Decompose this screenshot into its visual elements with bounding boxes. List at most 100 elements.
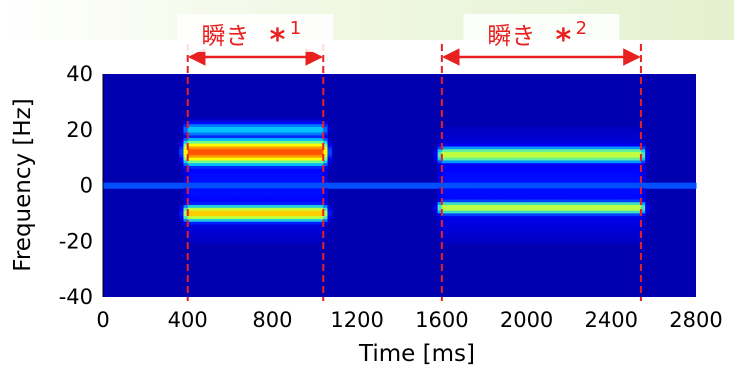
heatmap-cell (183, 152, 189, 156)
heatmap-cell (602, 221, 608, 226)
heatmap-cell (585, 241, 591, 245)
heatmap-cell (479, 135, 485, 139)
heatmap-cell (602, 230, 608, 234)
heatmap-cell (323, 165, 328, 170)
heatmap-cell (471, 143, 477, 147)
heatmap-cell (551, 210, 557, 214)
heatmap-cell (513, 221, 519, 226)
heatmap-cell (302, 121, 307, 125)
heatmap-cell (607, 230, 612, 234)
heatmap-cell (615, 165, 621, 170)
heatmap-cell (632, 241, 638, 245)
heatmap-cell (471, 218, 477, 223)
heatmap-cell (242, 202, 248, 206)
heatmap-cell (310, 179, 316, 184)
heatmap-cell (581, 163, 587, 167)
heatmap-cell (594, 202, 600, 206)
heatmap-cell (242, 126, 248, 131)
heatmap-cell (547, 221, 553, 226)
heatmap-cell (297, 199, 303, 203)
heatmap-cell (556, 193, 561, 198)
heatmap-cell (314, 179, 320, 184)
heatmap-cell (526, 138, 532, 142)
heatmap-cell (509, 132, 515, 136)
heatmap-cell (513, 157, 519, 161)
heatmap-cell (590, 193, 595, 198)
heatmap-cell (272, 163, 278, 167)
heatmap-cell (450, 140, 456, 145)
heatmap-cell (217, 152, 223, 156)
heatmap-cell (187, 210, 193, 214)
heatmap-cell (302, 241, 307, 245)
heatmap-cell (450, 210, 456, 214)
heatmap-cell (543, 207, 549, 212)
heatmap-cell (217, 188, 223, 192)
heatmap-cell (225, 196, 231, 200)
heatmap-cell (263, 221, 269, 226)
heatmap-cell (187, 121, 193, 125)
heatmap-cell (598, 177, 604, 181)
heatmap-cell (242, 235, 248, 239)
heatmap-cell (475, 216, 481, 220)
heatmap-cell (636, 135, 642, 139)
heatmap-cell (556, 143, 561, 147)
heatmap-cell (547, 160, 553, 164)
heatmap-cell (496, 126, 502, 131)
heatmap-cell (255, 235, 261, 239)
heatmap-cell (276, 146, 282, 150)
heatmap-cell (463, 138, 468, 142)
heatmap-cell (255, 177, 261, 181)
heatmap-cell (488, 207, 494, 212)
heatmap-cell (204, 218, 210, 223)
heatmap-cell (484, 213, 489, 217)
heatmap-cell (547, 152, 553, 156)
heatmap-cell (496, 157, 502, 161)
heatmap-cell (272, 185, 278, 189)
heatmap-cell (535, 163, 540, 167)
heatmap-cell (289, 210, 295, 214)
heatmap-cell (475, 241, 481, 245)
heatmap-cell (213, 138, 218, 142)
heatmap-cell (488, 213, 494, 217)
heatmap-cell (484, 224, 489, 228)
heatmap-cell (505, 199, 511, 203)
heatmap-cell (573, 168, 578, 173)
heatmap-cell (632, 163, 638, 167)
heatmap-cell (573, 232, 578, 237)
heatmap-cell (221, 216, 227, 220)
heatmap-cell (585, 199, 591, 203)
heatmap-cell (179, 129, 184, 134)
heatmap-cell (590, 196, 595, 200)
heatmap-cell (484, 126, 489, 131)
heatmap-cell (530, 185, 536, 189)
heatmap-cell (619, 218, 625, 223)
heatmap-cell (607, 216, 612, 220)
heatmap-cell (623, 221, 629, 226)
heatmap-cell (602, 157, 608, 161)
heatmap-cell (230, 138, 235, 142)
heatmap-cell (505, 202, 511, 206)
heatmap-cell (450, 165, 456, 170)
heatmap-cell (187, 118, 193, 122)
heatmap-cell (602, 129, 608, 134)
heatmap-cell (458, 179, 464, 184)
heatmap-cell (450, 218, 456, 223)
heatmap-cell (598, 216, 604, 220)
heatmap-cell (484, 235, 489, 239)
heatmap-cell (463, 207, 468, 212)
heatmap-cell (450, 132, 456, 136)
heatmap-cell (551, 205, 557, 209)
heatmap-cell (496, 207, 502, 212)
heatmap-cell (518, 191, 523, 195)
heatmap-cell (255, 185, 261, 189)
heatmap-cell (615, 138, 621, 142)
heatmap-cell (568, 140, 574, 145)
heatmap-cell (297, 191, 303, 195)
heatmap-cell (272, 216, 278, 220)
heatmap-cell (479, 174, 485, 178)
heatmap-cell (628, 182, 633, 186)
heatmap-cell (607, 163, 612, 167)
heatmap-cell (446, 163, 451, 167)
heatmap-cell (471, 154, 477, 159)
heatmap-cell (200, 213, 206, 217)
